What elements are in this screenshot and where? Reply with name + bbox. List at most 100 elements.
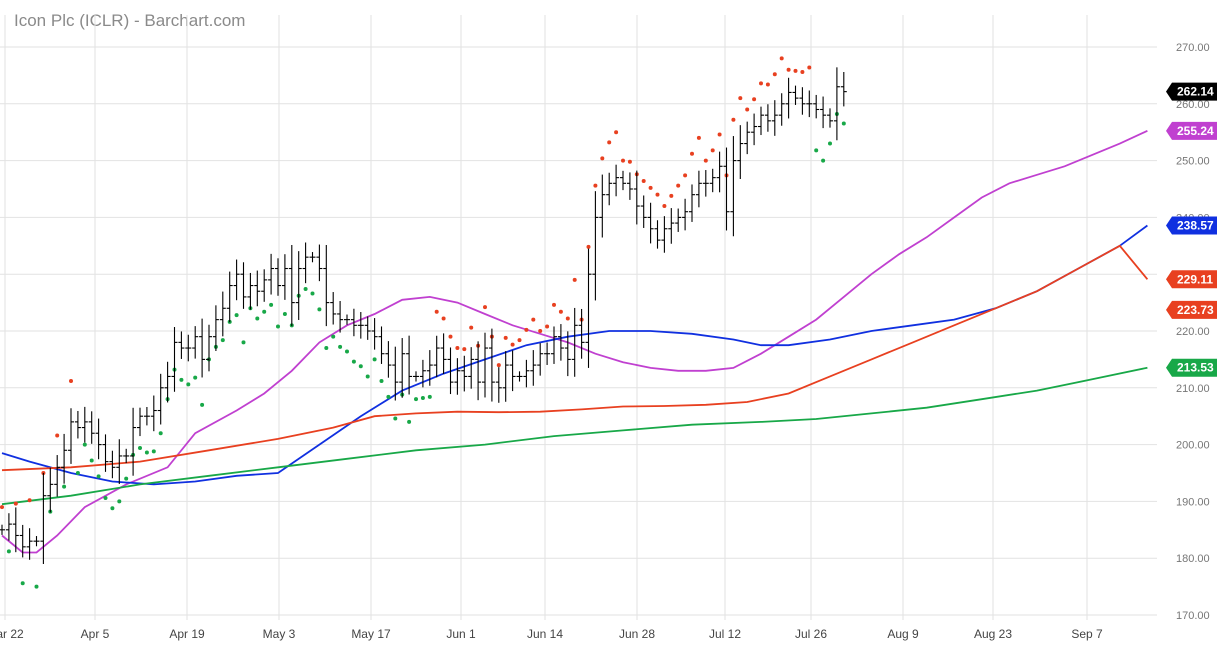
sar-dot (552, 302, 556, 307)
sar-dot (793, 68, 798, 73)
sar-dot (138, 446, 142, 451)
sar-dot (441, 316, 446, 321)
y-tick-label: 270.00 (1176, 42, 1210, 54)
sar-dot (234, 313, 239, 318)
ohlc-bar (433, 335, 440, 378)
sar-dot (6, 549, 11, 554)
sar-dot (89, 458, 94, 463)
ma200-line (1, 366, 1148, 506)
sar-dot (779, 56, 784, 61)
sar-dot (407, 419, 412, 424)
ohlc-bar (488, 328, 495, 402)
ohlc-bar (606, 172, 613, 206)
ohlc-bar (5, 513, 12, 541)
sar-dot (545, 324, 550, 329)
ohlc-bar (551, 326, 557, 364)
price-badges: 262.14 255.24 238.57 229.11 223.73 213.53 (1166, 82, 1217, 377)
ohlc-bar (371, 318, 378, 350)
sar-dot (34, 584, 39, 589)
x-tick-label: May 3 (263, 627, 296, 641)
ohlc-bar (668, 208, 675, 244)
x-tick-label: Jul 26 (795, 627, 827, 641)
sar-dot (379, 378, 384, 383)
ohlc-bar (840, 72, 847, 107)
sar-dot (703, 158, 708, 163)
ohlc-bar (695, 170, 702, 208)
ohlc-bar (827, 108, 833, 128)
ohlc-bar (516, 371, 523, 382)
sar-dot (614, 130, 619, 135)
ohlc-bar (475, 341, 482, 401)
ohlc-bar (240, 262, 247, 309)
value-badge-ma100: 229.11 (1166, 270, 1217, 289)
sar-dot (220, 338, 225, 343)
ohlc-bar (613, 164, 620, 197)
sar-dot (641, 179, 646, 184)
sar-dot (607, 140, 612, 145)
ohlc-bar (626, 172, 633, 200)
sar-dot (786, 67, 791, 72)
sar-dot (324, 346, 329, 351)
badge-label: 255.24 (1177, 124, 1214, 138)
sar-dot (841, 121, 846, 126)
value-badge-ma20: 255.24 (1166, 121, 1217, 140)
ohlc-bar (288, 245, 295, 327)
ohlc-bar (137, 407, 143, 437)
sar-dot (414, 397, 418, 402)
sar-dot (310, 291, 315, 296)
sar-dot (82, 442, 87, 447)
ohlc-bar (385, 341, 392, 378)
x-tick-label: May 17 (351, 627, 391, 641)
sar-dot (765, 82, 770, 87)
sar-dot (193, 375, 198, 380)
x-tick-label: Jun 14 (527, 627, 563, 641)
sar-dot (13, 501, 18, 506)
sar-dot (662, 204, 667, 209)
sar-dot (372, 357, 377, 362)
sar-dot (144, 450, 149, 455)
sar-dot (455, 346, 460, 351)
ohlc-bar (40, 472, 47, 564)
sar-dot (262, 309, 267, 314)
ohlc-bar (88, 411, 95, 444)
ohlc-bar (771, 100, 778, 136)
ohlc-bar (399, 338, 406, 398)
sar-dot (696, 135, 701, 140)
ohlc-bar (81, 406, 88, 443)
badge-label: 223.73 (1177, 303, 1214, 317)
ohlc-bar (592, 191, 599, 301)
x-tick-label: Apr 5 (81, 627, 110, 641)
ohlc-bar (426, 350, 433, 386)
ohlc-bar (585, 248, 592, 368)
ohlc-bar (557, 324, 564, 361)
sar-dot (365, 374, 370, 379)
ohlc-bar (454, 358, 461, 395)
sar-dot (821, 158, 826, 163)
sar-dot (531, 317, 536, 322)
ohlc-bar (344, 314, 350, 325)
ohlc-bar (26, 528, 33, 560)
sar-dot (690, 151, 694, 156)
ohlc-bar (130, 407, 137, 476)
sar-dot (27, 498, 32, 503)
sar-dot (317, 307, 322, 312)
sar-dot (331, 334, 336, 339)
ohlc-bar (178, 331, 185, 359)
sar-dot (75, 471, 80, 475)
sar-dot (124, 476, 129, 481)
ohlc-bar (309, 252, 316, 263)
ohlc-bar (730, 136, 737, 237)
sar-dot (759, 81, 763, 86)
sar-dot (683, 173, 688, 178)
ohlc-bar (689, 184, 695, 222)
ohlc-bar (323, 245, 330, 327)
sar-dot (772, 72, 777, 77)
ohlc-bar (157, 373, 164, 425)
sar-dot (158, 431, 163, 436)
ohlc-bar (364, 316, 371, 340)
x-tick-label: Aug 23 (974, 627, 1012, 641)
ohlc-bar (620, 170, 626, 191)
sar-dot (179, 377, 184, 382)
ohlc-bar (413, 371, 419, 382)
